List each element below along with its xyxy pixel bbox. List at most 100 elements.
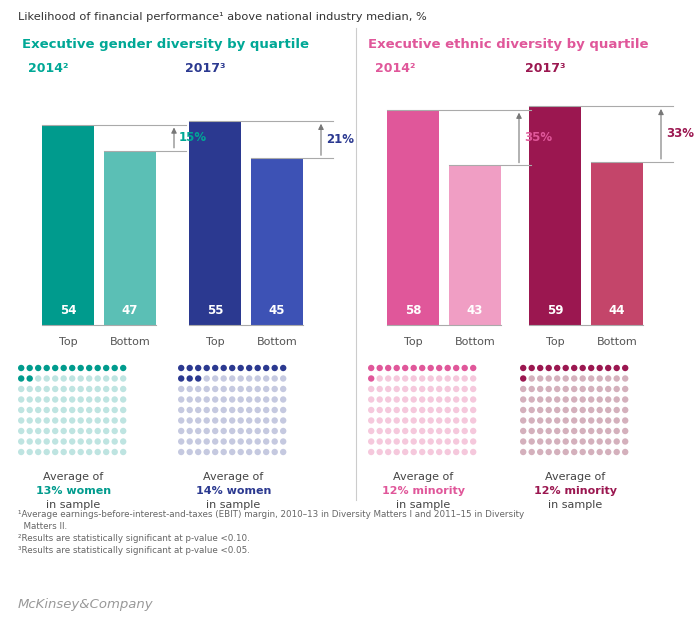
Circle shape (385, 449, 391, 455)
Circle shape (44, 386, 50, 392)
Circle shape (60, 428, 67, 434)
Circle shape (546, 449, 552, 455)
Circle shape (120, 407, 126, 413)
Circle shape (419, 365, 425, 371)
Text: 54: 54 (60, 304, 76, 317)
Circle shape (186, 438, 193, 445)
Circle shape (461, 407, 468, 413)
Circle shape (263, 438, 270, 445)
Circle shape (44, 365, 50, 371)
Circle shape (60, 365, 67, 371)
Circle shape (52, 428, 58, 434)
Circle shape (86, 407, 92, 413)
Circle shape (195, 376, 202, 382)
Circle shape (571, 438, 578, 445)
Circle shape (622, 386, 628, 392)
Circle shape (86, 449, 92, 455)
Text: 35%: 35% (524, 131, 552, 144)
Circle shape (453, 449, 459, 455)
Circle shape (18, 365, 24, 371)
Circle shape (554, 365, 560, 371)
Circle shape (588, 417, 594, 424)
Circle shape (78, 417, 84, 424)
Circle shape (18, 428, 24, 434)
Circle shape (377, 396, 383, 403)
Circle shape (554, 376, 560, 382)
Circle shape (186, 376, 193, 382)
Circle shape (436, 417, 443, 424)
Circle shape (280, 438, 286, 445)
Circle shape (238, 407, 244, 413)
Circle shape (238, 417, 244, 424)
Circle shape (86, 365, 92, 371)
Circle shape (385, 376, 391, 382)
Circle shape (385, 438, 391, 445)
Circle shape (52, 376, 58, 382)
Circle shape (246, 428, 252, 434)
Circle shape (212, 365, 218, 371)
Circle shape (103, 407, 109, 413)
Circle shape (220, 376, 227, 382)
Circle shape (580, 386, 586, 392)
Circle shape (537, 417, 543, 424)
Circle shape (44, 438, 50, 445)
Circle shape (246, 438, 252, 445)
Circle shape (470, 376, 476, 382)
Circle shape (44, 407, 50, 413)
Circle shape (393, 365, 400, 371)
Circle shape (186, 386, 193, 392)
Circle shape (419, 386, 425, 392)
Circle shape (60, 376, 67, 382)
Circle shape (111, 376, 118, 382)
Circle shape (402, 386, 409, 392)
Circle shape (571, 386, 578, 392)
Circle shape (393, 449, 400, 455)
Circle shape (377, 365, 383, 371)
Circle shape (411, 417, 417, 424)
Circle shape (246, 417, 252, 424)
Circle shape (402, 376, 409, 382)
Circle shape (614, 365, 620, 371)
Circle shape (254, 438, 261, 445)
Circle shape (178, 407, 184, 413)
Circle shape (263, 386, 270, 392)
Circle shape (453, 376, 459, 382)
Circle shape (78, 376, 84, 382)
Circle shape (445, 428, 451, 434)
Circle shape (254, 396, 261, 403)
Circle shape (280, 365, 286, 371)
Circle shape (195, 407, 202, 413)
Circle shape (69, 396, 75, 403)
Circle shape (95, 438, 101, 445)
Circle shape (254, 428, 261, 434)
Circle shape (120, 386, 126, 392)
Circle shape (470, 417, 476, 424)
Circle shape (546, 417, 552, 424)
Text: ¹Average earnings-before-interest-and-taxes (EBIT) margin, 2010–13 in Diversity : ¹Average earnings-before-interest-and-ta… (18, 510, 524, 519)
Circle shape (111, 365, 118, 371)
Circle shape (546, 365, 552, 371)
Text: 2017³: 2017³ (525, 62, 566, 75)
Circle shape (212, 376, 218, 382)
Circle shape (436, 449, 443, 455)
Circle shape (520, 407, 526, 413)
Circle shape (596, 428, 603, 434)
Circle shape (26, 407, 33, 413)
Circle shape (229, 417, 236, 424)
Circle shape (35, 386, 42, 392)
Circle shape (470, 365, 476, 371)
Circle shape (453, 407, 459, 413)
Circle shape (272, 438, 278, 445)
Circle shape (411, 376, 417, 382)
Circle shape (254, 365, 261, 371)
Circle shape (546, 376, 552, 382)
Circle shape (60, 438, 67, 445)
Text: Top: Top (206, 337, 224, 347)
Circle shape (26, 417, 33, 424)
Circle shape (95, 386, 101, 392)
Circle shape (537, 396, 543, 403)
Circle shape (580, 376, 586, 382)
Circle shape (614, 407, 620, 413)
Circle shape (537, 438, 543, 445)
Circle shape (554, 396, 560, 403)
